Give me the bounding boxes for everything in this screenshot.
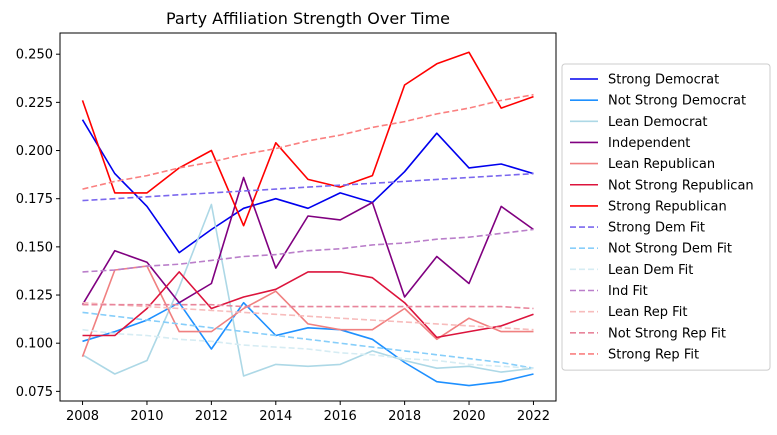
legend-entry-label: Lean Democrat <box>608 115 708 130</box>
series-line-9 <box>82 328 534 369</box>
y-tick-label: 0.225 <box>16 96 53 111</box>
legend: Strong Democrat Not Strong Democrat Lean D… <box>561 63 771 371</box>
x-tick-label: 2016 <box>324 409 357 424</box>
legend-entry-label: Ind Fit <box>608 284 648 299</box>
x-axis: 2008 2010 2012 2014 2016 2018 2020 2022 <box>66 401 550 424</box>
plot-frame <box>59 32 557 402</box>
plot-lines <box>81 51 534 387</box>
legend-entry-label: Lean Rep Fit <box>608 305 687 320</box>
x-tick-label: 2018 <box>388 409 421 424</box>
x-tick-label: 2014 <box>259 409 292 424</box>
series-line-11 <box>82 301 534 331</box>
legend-entry-label: Strong Rep Fit <box>608 347 699 362</box>
x-tick-label: 2010 <box>130 409 163 424</box>
legend-entry-label: Not Strong Dem Fit <box>608 242 732 257</box>
y-axis: 0.075 0.100 0.125 0.150 0.175 0.200 0.225 0.250 <box>16 48 60 400</box>
y-tick-label: 0.075 <box>16 385 53 400</box>
y-tick-label: 0.150 <box>16 240 53 255</box>
y-tick-label: 0.125 <box>16 289 53 304</box>
series-line-2 <box>82 203 534 377</box>
legend-entry-label: Independent <box>608 136 690 151</box>
legend-entry-label: Strong Dem Fit <box>608 221 705 236</box>
x-tick-label: 2012 <box>195 409 228 424</box>
legend-frame <box>561 63 771 371</box>
y-tick-label: 0.200 <box>16 144 53 159</box>
series-line-6 <box>81 51 534 227</box>
x-tick-label: 2020 <box>452 409 485 424</box>
series-line-5 <box>82 271 534 339</box>
y-tick-label: 0.250 <box>16 48 53 63</box>
legend-entry-label: Not Strong Rep Fit <box>608 326 726 341</box>
y-tick-label: 0.100 <box>16 337 53 352</box>
series-line-8 <box>82 311 534 369</box>
legend-entry-label: Lean Republican <box>608 157 715 172</box>
series-line-7 <box>82 172 534 202</box>
x-tick-label: 2022 <box>517 409 550 424</box>
x-tick-label: 2008 <box>66 409 99 424</box>
legend-entry-label: Lean Dem Fit <box>608 263 693 278</box>
legend-entry-label: Strong Republican <box>608 199 727 214</box>
series-line-10 <box>82 228 534 273</box>
series-line-3 <box>81 176 534 306</box>
legend-entry-label: Not Strong Republican <box>608 178 754 193</box>
series-line-12 <box>82 303 534 310</box>
chart-title: Party Affiliation Strength Over Time <box>166 9 450 28</box>
series-line-0 <box>81 119 534 254</box>
legend-entry-label: Not Strong Democrat <box>608 94 746 109</box>
legend-entry-label: Strong Democrat <box>608 73 719 88</box>
series-line-1 <box>82 301 534 387</box>
y-tick-label: 0.175 <box>16 192 53 207</box>
series-line-13 <box>82 93 534 190</box>
series-line-4 <box>81 265 534 357</box>
